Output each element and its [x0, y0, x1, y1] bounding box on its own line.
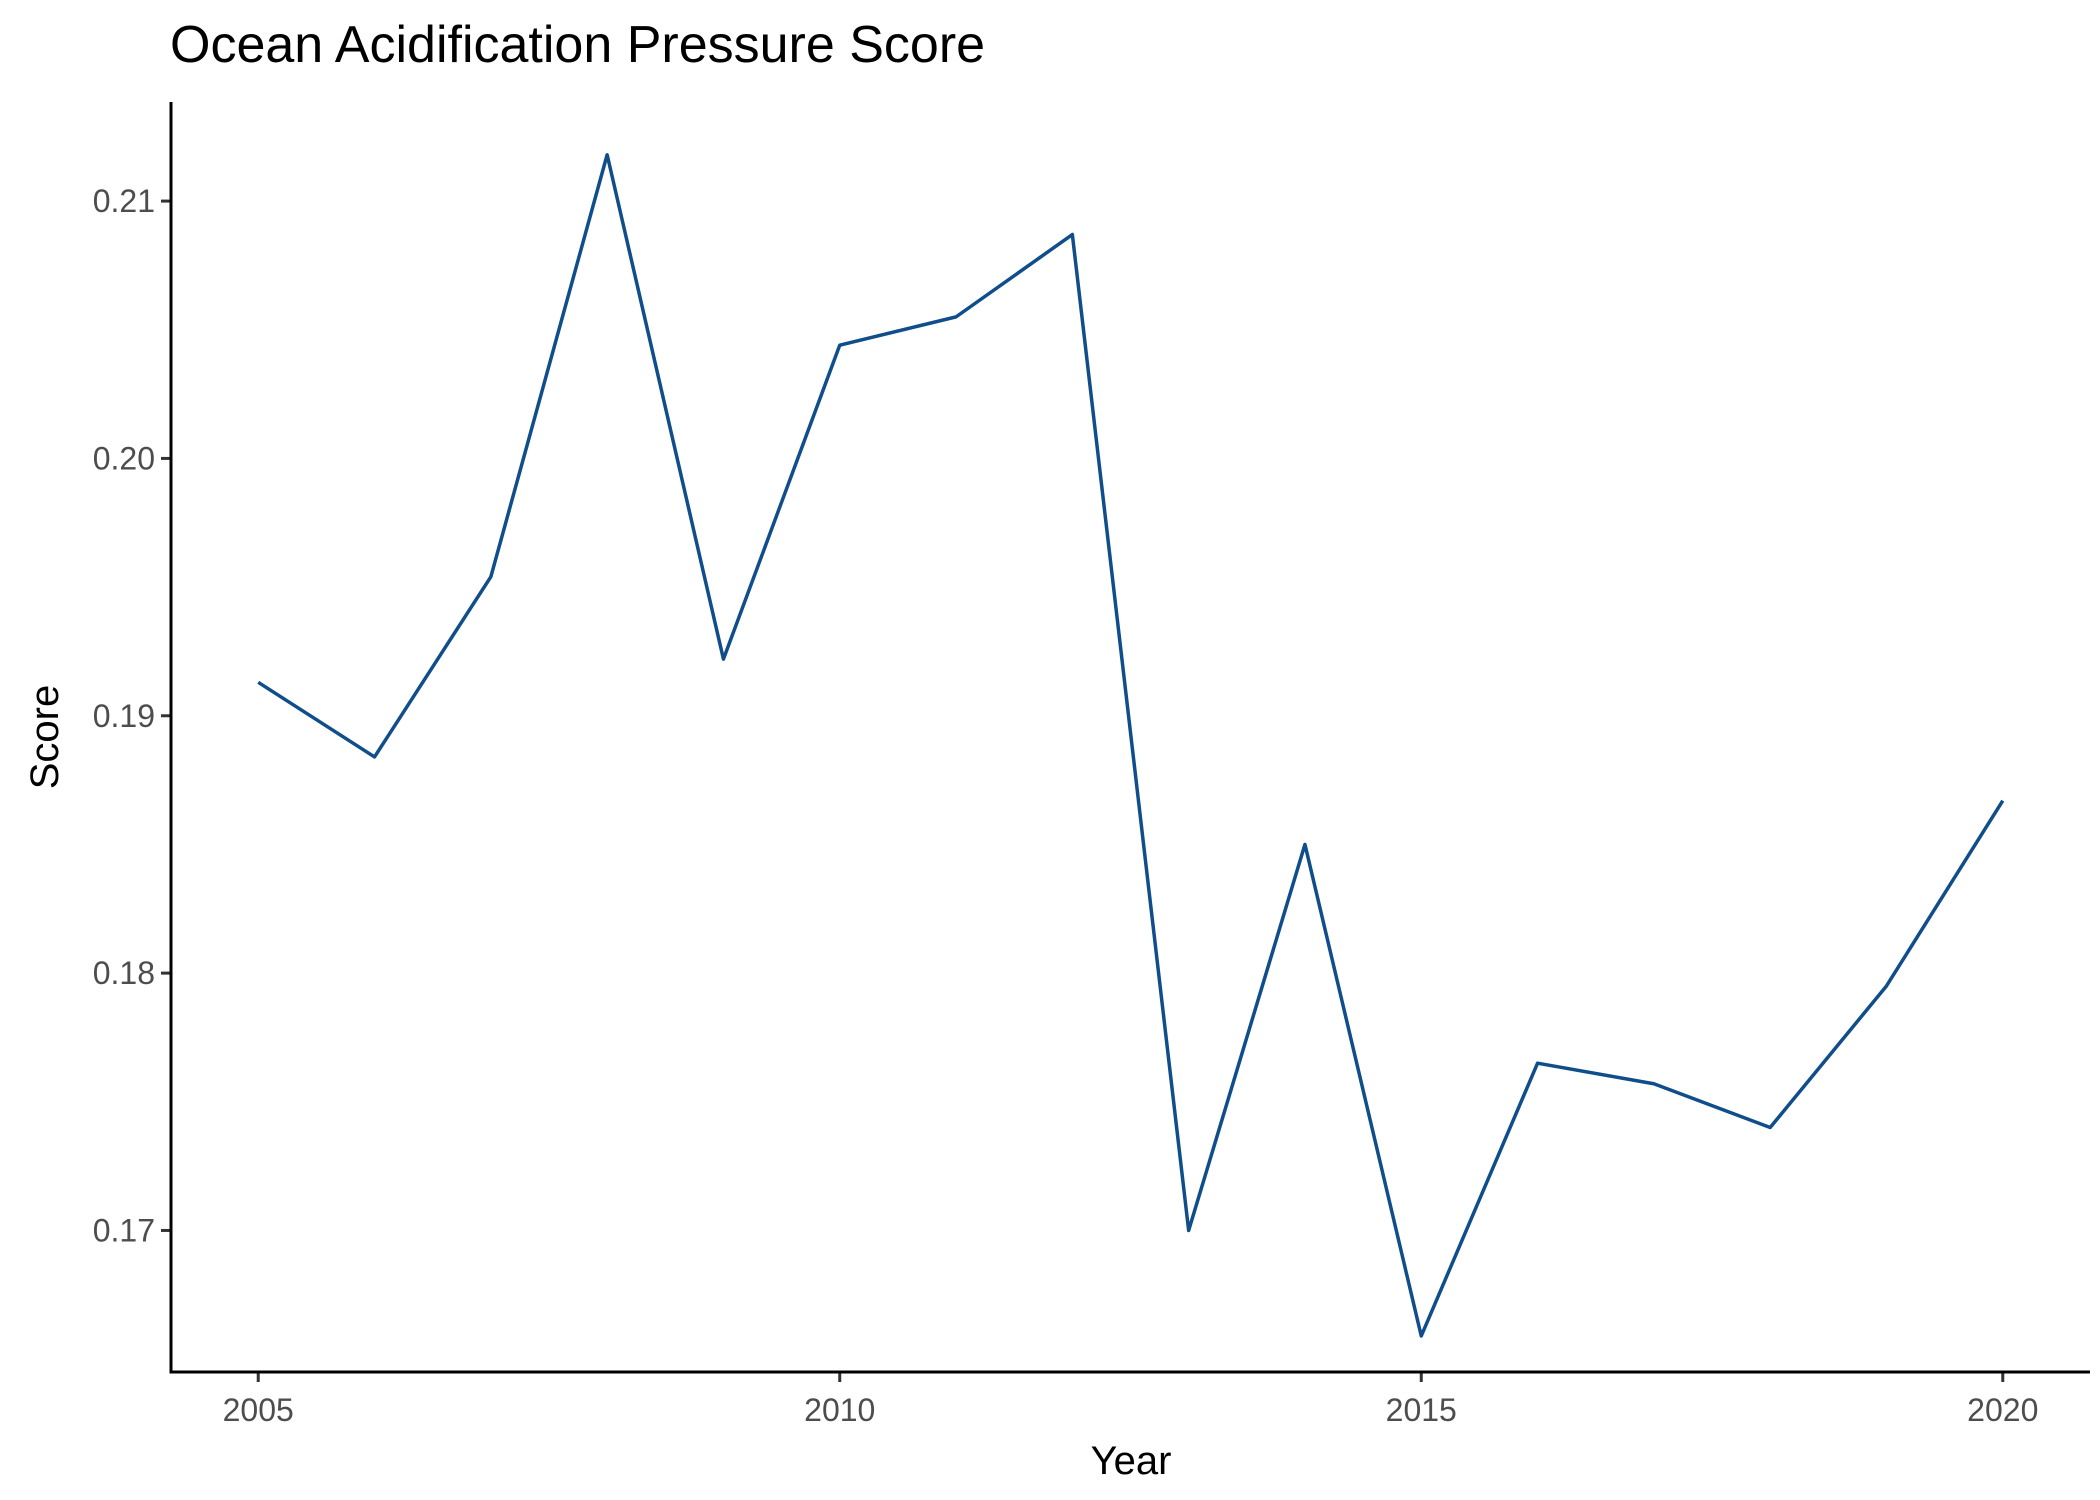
x-tick-label: 2020 — [1967, 1392, 2038, 1428]
y-tick-label: 0.19 — [93, 698, 155, 734]
x-tick-label: 2015 — [1386, 1392, 1457, 1428]
x-tick-label: 2010 — [804, 1392, 875, 1428]
series-layer — [257, 153, 2005, 1338]
y-tick-label: 0.18 — [93, 955, 155, 991]
y-axis-ticks: 0.17 0.18 0.19 0.20 0.21 — [93, 183, 171, 1248]
series-line — [257, 153, 2005, 1338]
x-axis-title: Year — [1091, 1439, 1172, 1483]
x-axis-ticks: 2005 2010 2015 2020 — [223, 1372, 2038, 1428]
y-tick-label: 0.21 — [93, 183, 155, 219]
y-tick-label: 0.17 — [93, 1212, 155, 1248]
chart-title: Ocean Acidification Pressure Score — [170, 16, 985, 74]
x-tick-label: 2005 — [223, 1392, 294, 1428]
y-tick-label: 0.20 — [93, 440, 155, 476]
y-axis-title: Score — [23, 685, 67, 790]
